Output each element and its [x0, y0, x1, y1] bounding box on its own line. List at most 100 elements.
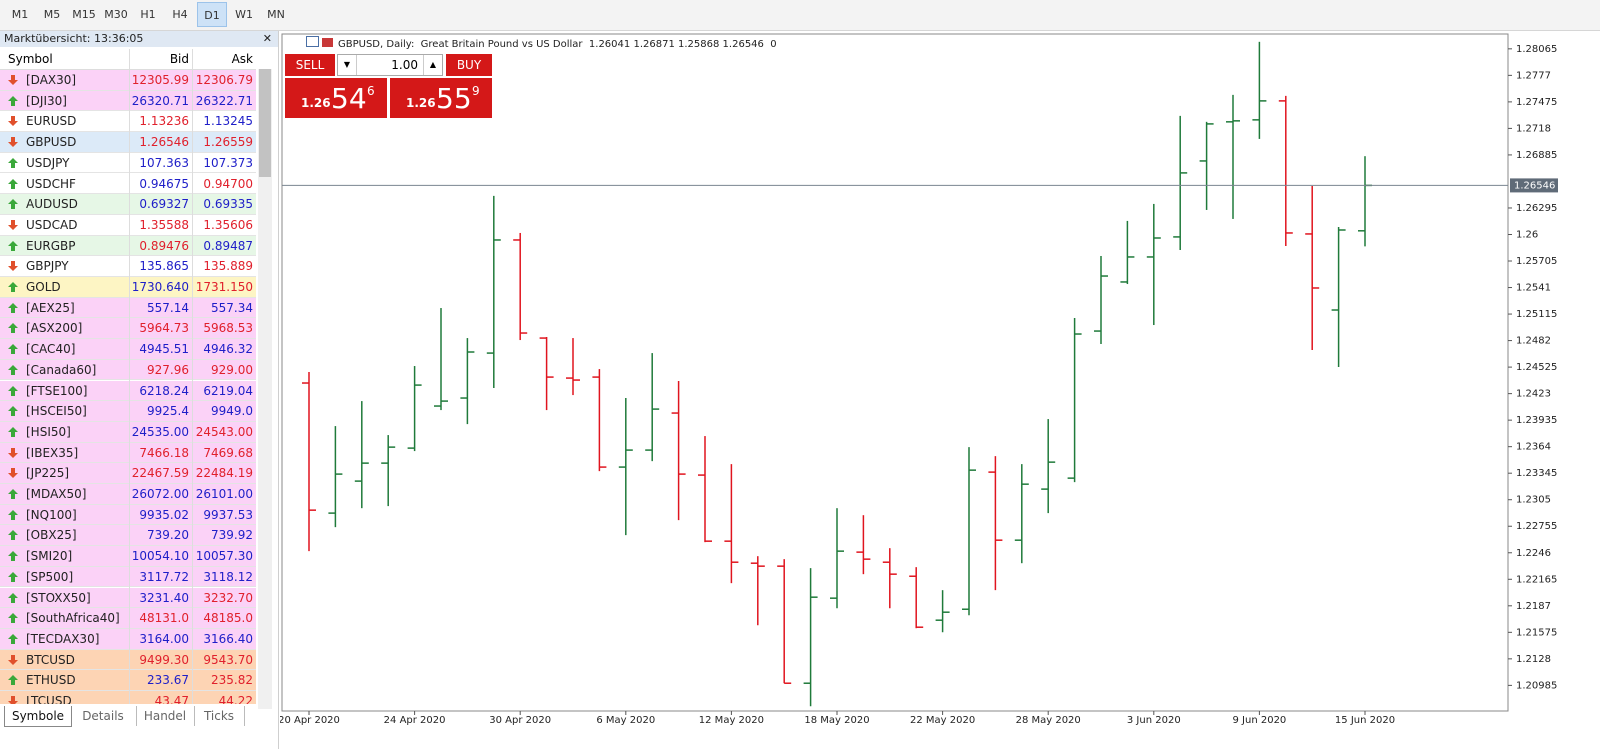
ask: 0.69335	[192, 194, 253, 215]
arrow-shape	[8, 468, 18, 479]
table-row[interactable]: BTCUSD 9499.30 9543.70	[0, 649, 256, 671]
symbol: GOLD	[26, 280, 61, 294]
table-row[interactable]: [Canada60] 927.96 929.00	[0, 359, 256, 381]
symbol: [DAX30]	[26, 73, 77, 87]
trend-arrow	[8, 571, 18, 582]
table-row[interactable]: LTCUSD 43.47 44.22	[0, 691, 256, 704]
table-row[interactable]: EURGBP 0.89476 0.89487	[0, 235, 256, 257]
table-row[interactable]: [STOXX50] 3231.40 3232.70	[0, 587, 256, 609]
timeframe-button[interactable]: W1	[235, 8, 253, 21]
timeframe-button[interactable]: M5	[43, 8, 61, 21]
table-row[interactable]: [DAX30] 12305.99 12306.79	[0, 70, 256, 91]
col-header[interactable]: Bid	[129, 49, 189, 69]
tab[interactable]: Details	[70, 706, 137, 726]
x-tick-label: 12 May 2020	[699, 715, 764, 726]
table-row[interactable]: GBPJPY 135.865 135.889	[0, 256, 256, 277]
table-row[interactable]: ETHUSD 233.67 235.82	[0, 670, 256, 691]
timeframe-button[interactable]: M30	[104, 8, 128, 21]
ask: 12306.79	[192, 70, 253, 91]
y-tick-label: 1.26295	[1516, 203, 1557, 214]
timeframe-button[interactable]: M1	[11, 8, 29, 21]
table-row[interactable]: [NQ100] 9935.02 9937.53	[0, 504, 256, 526]
price-frac: 6	[367, 84, 375, 98]
table-row[interactable]: [TECDAX30] 3164.00 3166.40	[0, 628, 256, 650]
y-tick-label: 1.27475	[1516, 97, 1557, 108]
lot-up[interactable]: ▲	[423, 55, 442, 75]
table-row[interactable]: [JP225] 22467.59 22484.19	[0, 463, 256, 484]
lot-down[interactable]: ▼	[338, 55, 357, 75]
arrow-shape	[8, 282, 18, 292]
bid: 135.865	[129, 256, 189, 277]
icon[interactable]	[306, 36, 319, 47]
bid: 233.67	[129, 670, 189, 691]
icon[interactable]	[322, 38, 333, 47]
symbol: EURUSD	[26, 114, 77, 129]
table-row[interactable]: [AEX25] 557.14 557.34	[0, 297, 256, 319]
table-row[interactable]: [SMI20] 10054.10 10057.30	[0, 546, 256, 567]
table-row[interactable]: [SP500] 3117.72 3118.12	[0, 566, 256, 588]
table-row[interactable]: [SouthAfrica40] 48131.0 48185.0	[0, 608, 256, 629]
arrow-shape	[8, 75, 18, 85]
sell-button[interactable]: SELL	[285, 54, 335, 76]
table-row[interactable]: [HSI50] 24535.00 24543.00	[0, 421, 256, 443]
ask: 5968.53	[192, 318, 253, 340]
timeframe-button[interactable]: M15	[72, 8, 96, 21]
table-row[interactable]: GOLD 1730.640 1731.150	[0, 277, 256, 298]
table-row[interactable]: USDJPY 107.363 107.373	[0, 152, 256, 174]
table-row[interactable]: GBPUSD 1.26546 1.26559	[0, 132, 256, 153]
col-header[interactable]: Symbol	[8, 52, 53, 66]
symbol: ETHUSD	[26, 673, 76, 688]
ask: 6219.04	[192, 380, 253, 402]
trend-arrow	[8, 282, 18, 292]
table-row[interactable]: EURUSD 1.13236 1.13245	[0, 111, 256, 133]
tab[interactable]: Handel	[136, 706, 195, 726]
bid: 557.14	[129, 297, 189, 319]
x-tick-label: 3 Jun 2020	[1127, 715, 1181, 726]
arrow-shape	[8, 137, 18, 148]
col-header[interactable]: Ask	[192, 49, 253, 69]
bid: 48131.0	[129, 608, 189, 629]
timeframe-button[interactable]: H4	[172, 8, 188, 21]
timeframe-button[interactable]: MN	[267, 8, 285, 21]
table-row[interactable]: [CAC40] 4945.51 4946.32	[0, 339, 256, 360]
tab[interactable]: Ticks	[194, 706, 245, 726]
ask: 9949.0	[192, 401, 253, 422]
timeframe-button[interactable]: H1	[140, 8, 156, 21]
table-row[interactable]: USDCHF 0.94675 0.94700	[0, 173, 256, 195]
table-row[interactable]: USDCAD 1.35588 1.35606	[0, 214, 256, 236]
y-tick-label: 1.28065	[1516, 44, 1557, 55]
bid: 3231.40	[129, 587, 189, 609]
scrollbar[interactable]	[258, 69, 272, 709]
symbol: [IBEX35]	[26, 445, 79, 460]
ask: 3232.70	[192, 587, 253, 609]
bid: 3117.72	[129, 566, 189, 588]
price-main: 55	[436, 82, 472, 115]
scroll-thumb[interactable]	[259, 69, 271, 177]
timeframe-button[interactable]: D1	[197, 2, 227, 27]
bid: 3164.00	[129, 628, 189, 650]
table-row[interactable]: [MDAX50] 26072.00 26101.00	[0, 484, 256, 505]
table-row[interactable]: [DJI30] 26320.71 26322.71	[0, 90, 256, 112]
bid: 0.94675	[129, 173, 189, 195]
table-row[interactable]: [OBX25] 739.20 739.92	[0, 525, 256, 547]
table-row[interactable]: [IBEX35] 7466.18 7469.68	[0, 442, 256, 464]
ask: 24543.00	[192, 421, 253, 443]
trend-arrow	[8, 551, 18, 562]
table-row[interactable]: [FTSE100] 6218.24 6219.04	[0, 380, 256, 402]
buy-price[interactable]: 1.26 55 9	[390, 78, 492, 118]
symbol: [AEX25]	[26, 300, 75, 315]
sell-price[interactable]: 1.26 54 6	[285, 78, 387, 118]
symbol: BTCUSD	[26, 652, 75, 667]
table-row[interactable]: AUDUSD 0.69327 0.69335	[0, 194, 256, 215]
y-tick-label: 1.25705	[1516, 256, 1557, 267]
table-row[interactable]: [HSCEI50] 9925.4 9949.0	[0, 401, 256, 422]
symbol: [TECDAX30]	[26, 631, 100, 646]
tab[interactable]: Symbole	[4, 706, 72, 727]
table-row[interactable]: [ASX200] 5964.73 5968.53	[0, 318, 256, 340]
bid: 43.47	[129, 691, 189, 704]
close-icon[interactable]: ✕	[262, 32, 272, 45]
bid: 0.69327	[129, 194, 189, 215]
lot-value[interactable]: 1.00	[391, 58, 418, 72]
buy-button[interactable]: BUY	[446, 54, 492, 76]
lot-input[interactable]: ▼ 1.00 ▲	[337, 54, 443, 76]
